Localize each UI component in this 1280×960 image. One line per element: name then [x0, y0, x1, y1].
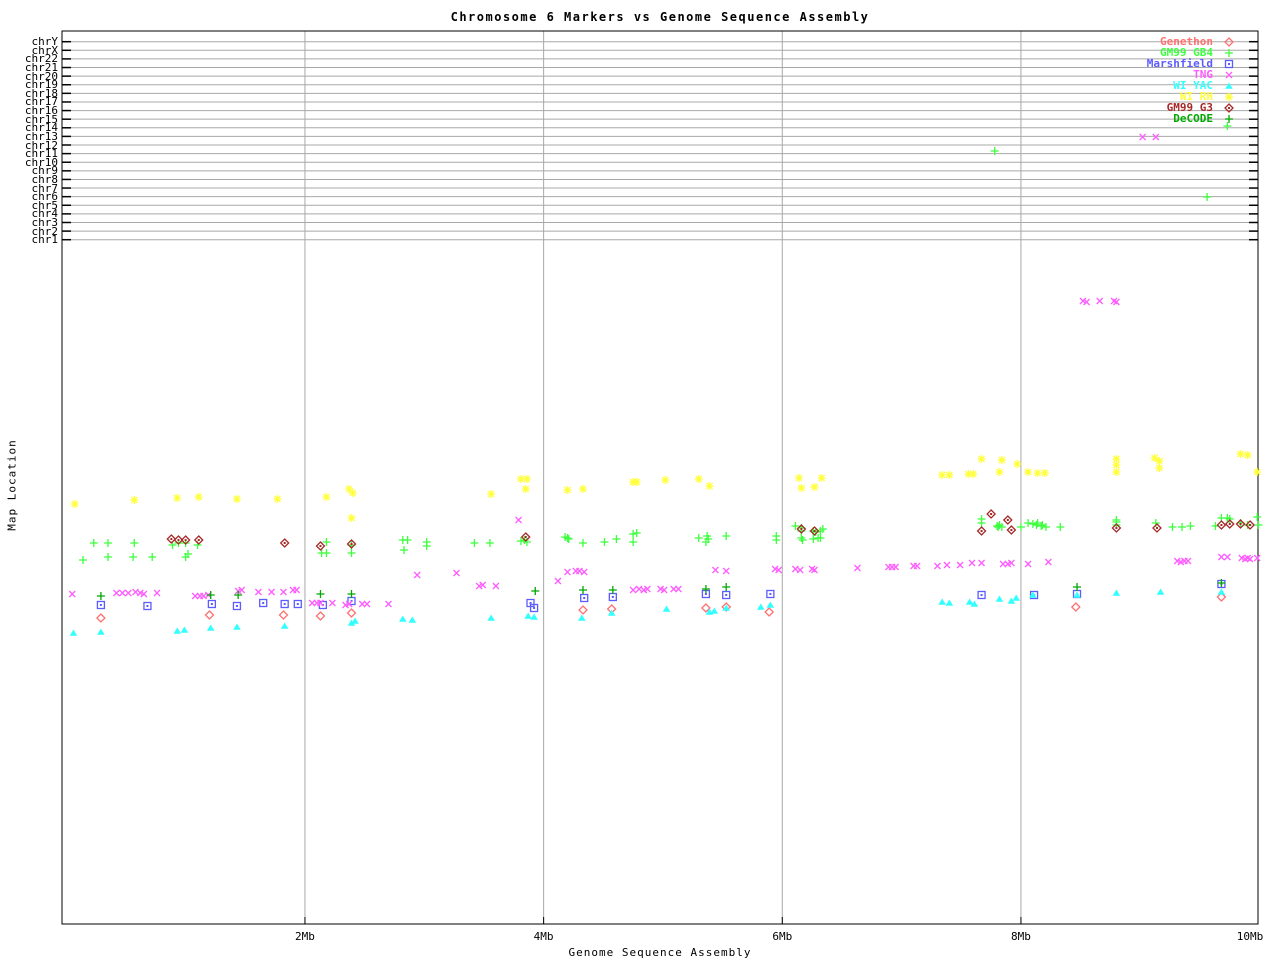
legend-label-gm99-g3: GM99 G3: [1166, 101, 1213, 115]
chrom-row-label-chry: chrY: [31, 35, 59, 49]
legend-marker-marshfield-icon: [1224, 59, 1234, 68]
y-axis-label: Map Location: [5, 439, 19, 531]
legend-marker-tng-icon: [1225, 71, 1233, 79]
chrom-row-label-chr12: chr12: [24, 138, 58, 152]
legend-item-wi-rh: WI RH: [1180, 91, 1236, 103]
legend-item-gm99-gb4: GM99 GB4: [1160, 45, 1236, 59]
chrom-row-label-chr13: chr13: [24, 129, 58, 143]
chrom-row-label-chr2: chr2: [31, 224, 59, 238]
x-axis-ticks: [304, 917, 1259, 924]
series-tng-points: [68, 133, 1261, 609]
chrom-row-label-chr11: chr11: [24, 147, 58, 161]
legend-item-wi-yac: WI YAC: [1173, 78, 1236, 92]
plot-border: [61, 30, 1259, 925]
legend-label-tng: TNG: [1193, 67, 1213, 81]
chart-title: Chromosome 6 Markers vs Genome Sequence …: [450, 10, 870, 24]
chrom-row-label-chr5: chr5: [31, 198, 59, 212]
chrom-row-label-chr19: chr19: [24, 78, 58, 92]
chrom-row-label-chr22: chr22: [24, 52, 58, 66]
series-gm99-gb4-points: [79, 122, 1263, 564]
chrom-row-label-chr10: chr10: [24, 155, 58, 169]
legend-marker-gm99-gb4-icon: [1225, 48, 1233, 57]
legend-marker-decode-icon: [1225, 115, 1233, 124]
x-tick-label-4mb: 4Mb: [533, 930, 554, 943]
legend-label-genethon: Genethon: [1160, 34, 1213, 48]
chrom-row-label-chr7: chr7: [31, 181, 59, 195]
legend-marker-wi-yac-icon: [1225, 82, 1233, 89]
x-tick-label-2mb: 2Mb: [295, 930, 315, 943]
legend-item-genethon: Genethon: [1160, 34, 1236, 48]
x-axis-label: Genome Sequence Assembly: [568, 946, 752, 959]
chrom-row-label-chr6: chr6: [31, 190, 59, 204]
legend-label-gm99-gb4: GM99 GB4: [1160, 45, 1213, 59]
legend-item-gm99-g3: GM99 G3: [1167, 102, 1236, 114]
chrom-row-label-chr16: chr16: [24, 104, 58, 118]
series-gm99-g3-points: [166, 509, 1255, 551]
series-decode-points: [96, 579, 1226, 600]
legend-label-marshfield: Marshfield: [1146, 56, 1213, 70]
legend-marker-wi-rh-icon: [1225, 93, 1233, 102]
chrom-row-label-chr4: chr4: [31, 207, 59, 221]
series-marshfield-points: [96, 579, 1226, 613]
chrom-row-label-chr9: chr9: [31, 164, 59, 178]
series-wi-yac-points: [69, 588, 1226, 636]
chrom-row-label-chr3: chr3: [31, 215, 59, 229]
x-tick-label-10mb: 10Mb: [1236, 930, 1264, 943]
chrom-row-label-chr20: chr20: [24, 69, 58, 83]
chrom-row-label-chrx: chrX: [31, 43, 59, 57]
chromosome-row-lines: [62, 40, 1258, 241]
chrom-row-label-chr15: chr15: [24, 112, 58, 126]
chrom-row-label-chr18: chr18: [24, 86, 58, 100]
legend-label-wi-rh: WI RH: [1179, 90, 1213, 104]
chrom-row-label-chr8: chr8: [31, 172, 59, 186]
chrom-row-label-chr17: chr17: [24, 95, 58, 109]
legend-item-tng: TNG: [1193, 67, 1236, 81]
series-genethon-points: [95, 592, 1227, 623]
chrom-row-label-chr21: chr21: [24, 61, 58, 75]
series-wi-rh-points: [70, 450, 1262, 522]
legend-marker-genethon-icon: [1224, 36, 1234, 47]
legend-item-decode: DeCODE: [1173, 113, 1236, 125]
legend-marker-gm99-g3-icon: [1224, 103, 1234, 114]
legend-label-decode: DeCODE: [1173, 112, 1213, 126]
chrom-row-label-chr14: chr14: [24, 121, 58, 135]
x-tick-label-8mb: 8Mb: [1011, 930, 1031, 943]
chrom-row-label-chr1: chr1: [31, 233, 59, 247]
legend-item-marshfield: Marshfield: [1146, 56, 1236, 70]
legend-label-wi-yac: WI YAC: [1173, 78, 1213, 92]
x-tick-label-6mb: 6Mb: [772, 930, 793, 943]
